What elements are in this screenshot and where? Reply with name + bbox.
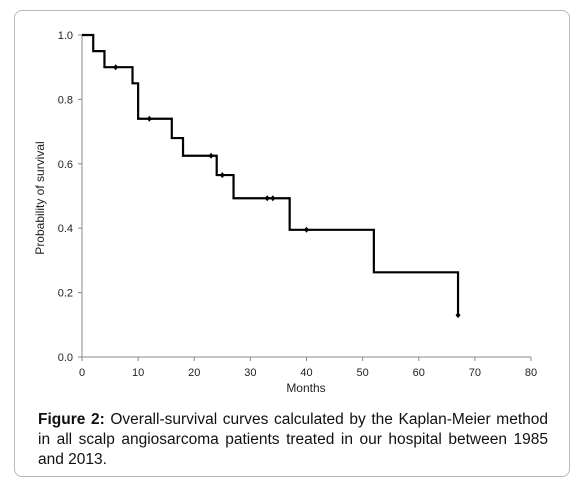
caption-label: Figure 2: bbox=[38, 411, 105, 428]
y-tick-label: 1.0 bbox=[58, 30, 73, 42]
censor-mark bbox=[264, 195, 270, 202]
survival-step-line bbox=[82, 33, 460, 316]
x-tick-label: 70 bbox=[469, 367, 481, 379]
y-axis-label: Probability of survival bbox=[33, 141, 47, 254]
y-tick-label: 0.8 bbox=[58, 94, 73, 106]
figure-frame bbox=[14, 10, 570, 477]
tick-labels: 0 10 20 30 40 50 60 70 80 0.0 0.2 0.4 0.6 0.8 1.0 bbox=[58, 30, 537, 379]
x-tick-label: 10 bbox=[132, 367, 144, 379]
x-tick-label: 0 bbox=[79, 367, 85, 379]
x-tick-label: 20 bbox=[188, 367, 200, 379]
censor-marks bbox=[113, 64, 461, 319]
censor-mark bbox=[113, 64, 119, 71]
x-tick-label: 40 bbox=[300, 367, 312, 379]
censor-mark bbox=[270, 195, 276, 202]
censor-mark bbox=[455, 312, 461, 319]
censor-mark bbox=[219, 172, 225, 179]
censor-mark bbox=[304, 226, 309, 233]
y-tick-label: 0.2 bbox=[58, 288, 73, 300]
y-tick-label: 0.4 bbox=[58, 223, 73, 235]
figure-caption: Figure 2: Overall-survival curves calcul… bbox=[38, 410, 548, 470]
x-axis-label: Months bbox=[286, 381, 325, 395]
axes bbox=[78, 34, 532, 361]
x-tick-label: 30 bbox=[244, 367, 256, 379]
caption-text: Overall-survival curves calculated by th… bbox=[38, 411, 548, 468]
survival-curve bbox=[82, 33, 460, 316]
x-tick-label: 60 bbox=[413, 367, 425, 379]
y-tick-label: 0.6 bbox=[58, 159, 73, 171]
y-tick-label: 0.0 bbox=[58, 352, 73, 364]
x-tick-label: 80 bbox=[525, 367, 537, 379]
km-chart: 0 10 20 30 40 50 60 70 80 0.0 0.2 0.4 0.6 0.8 1.0 Mont… bbox=[33, 30, 537, 395]
censor-mark bbox=[146, 115, 152, 122]
x-tick-label: 50 bbox=[357, 367, 369, 379]
censor-mark bbox=[208, 152, 214, 159]
